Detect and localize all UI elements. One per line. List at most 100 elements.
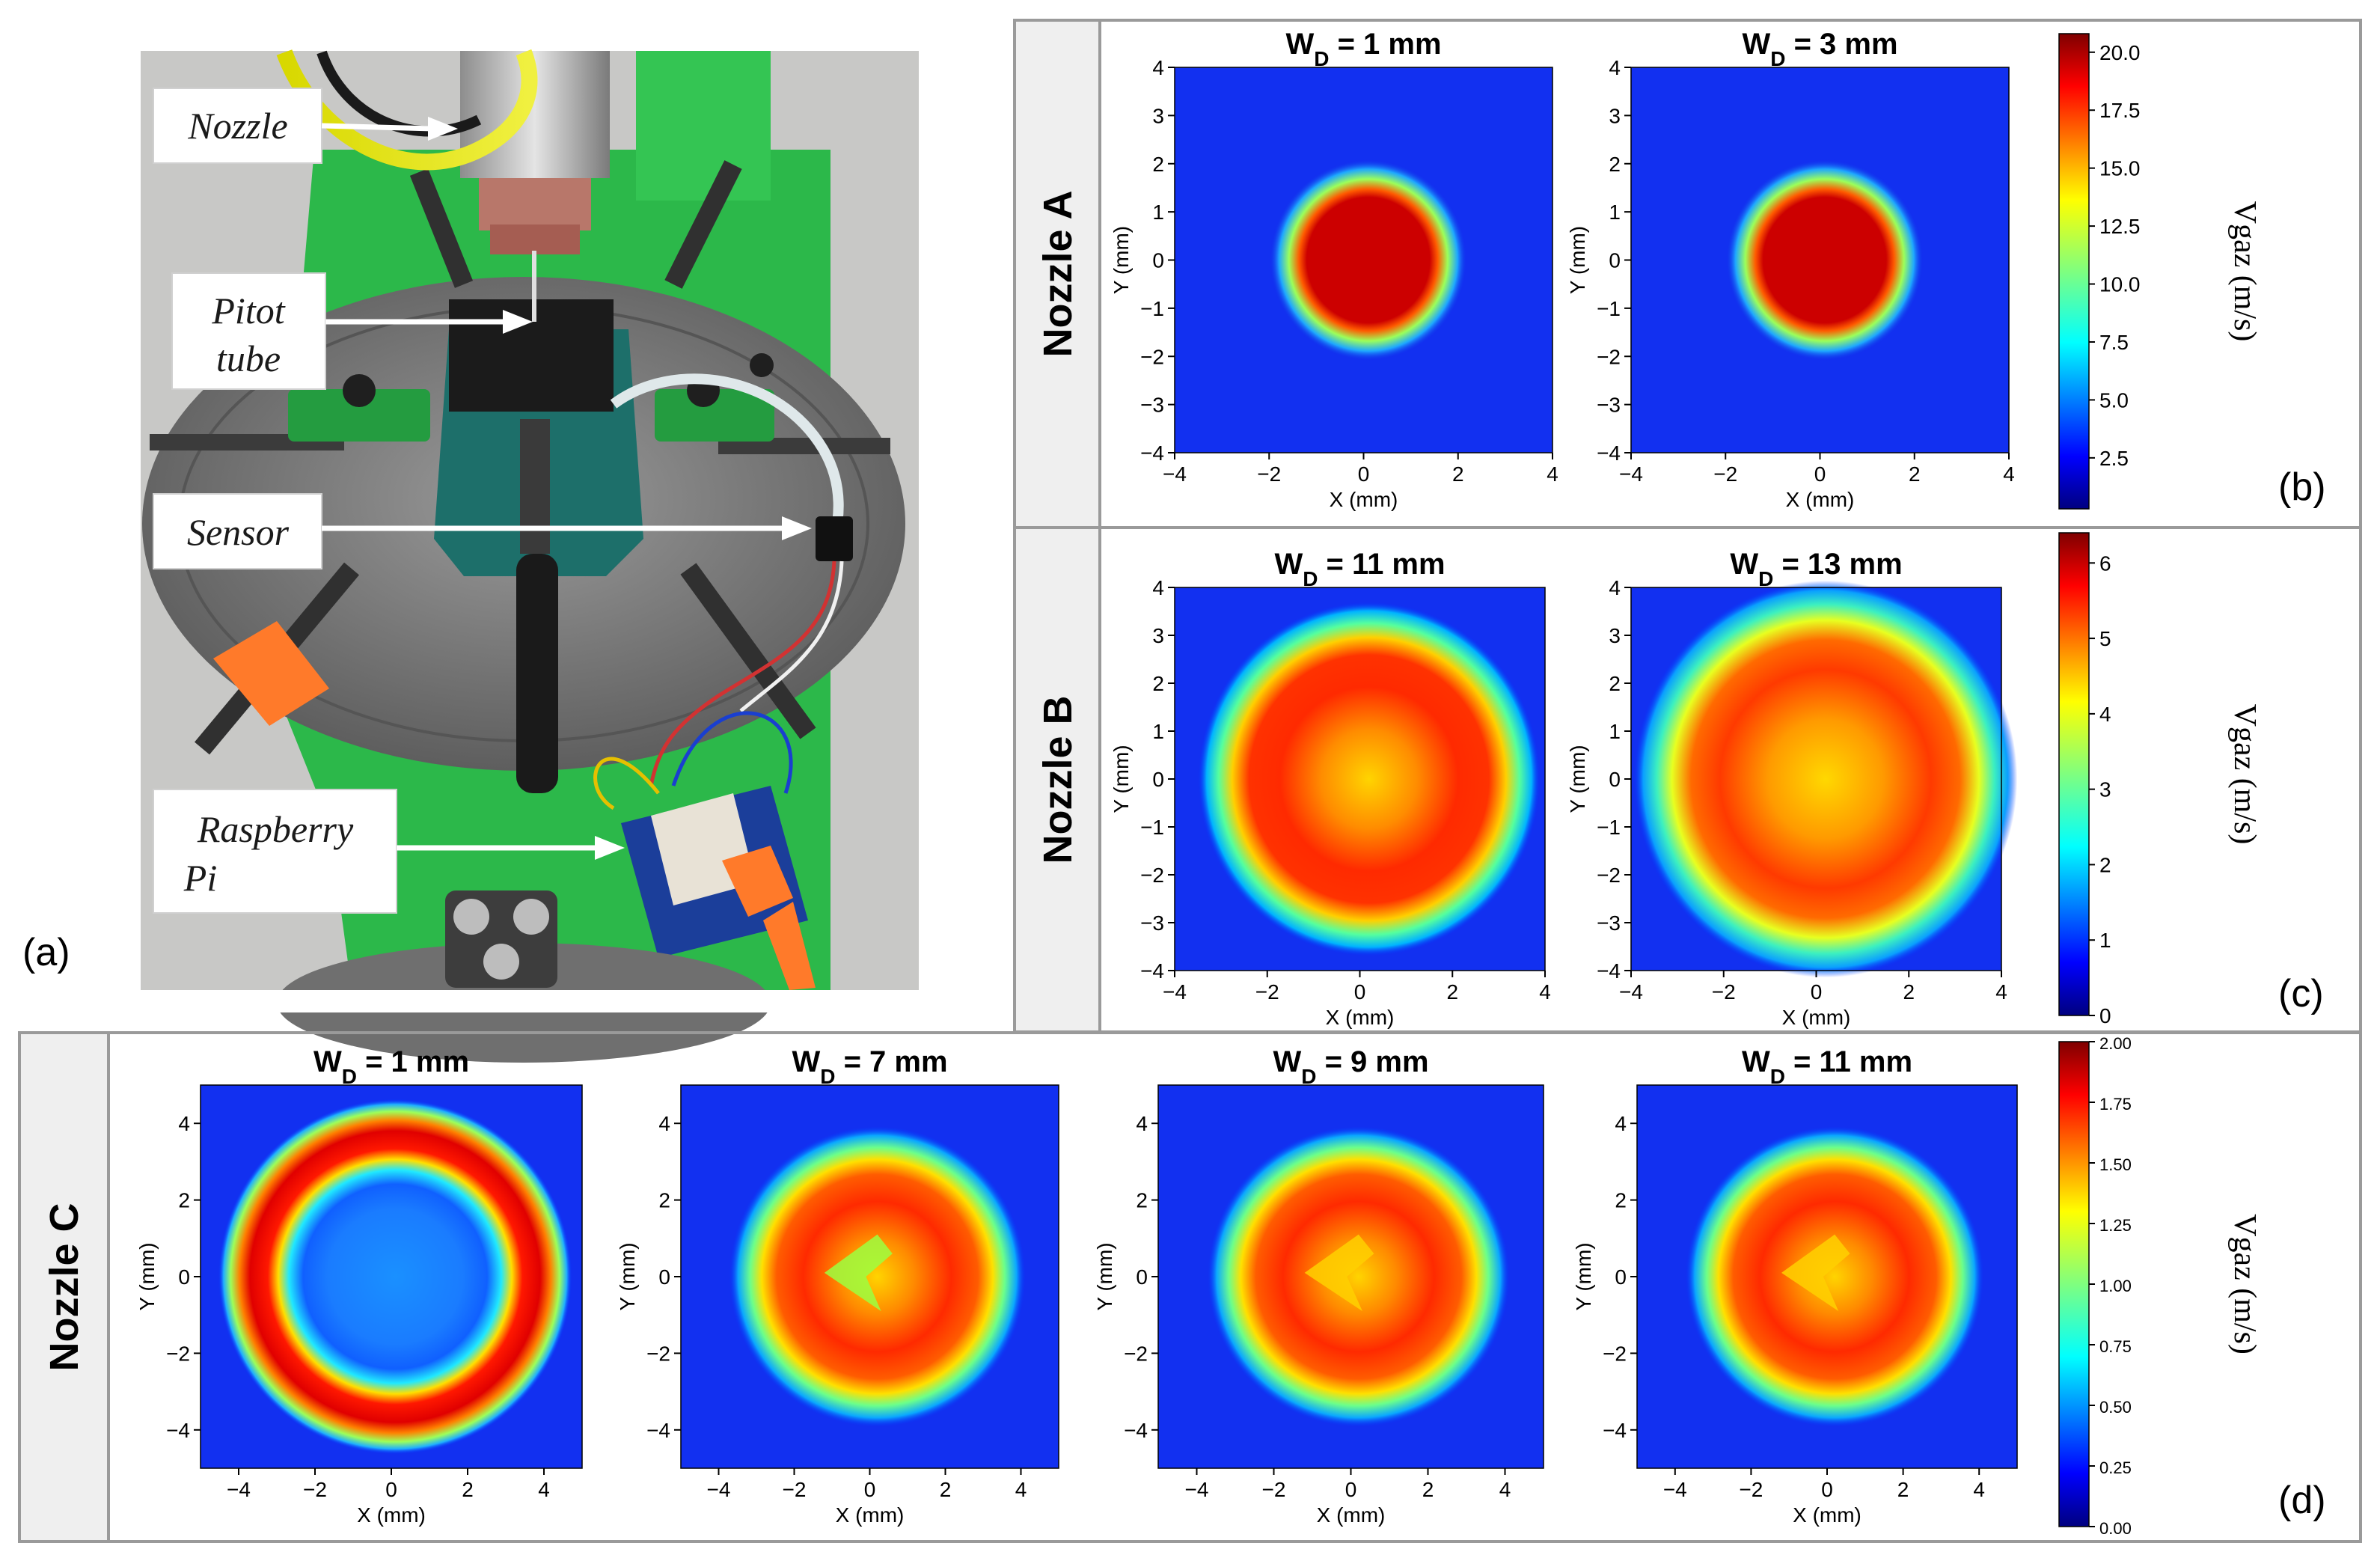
chuck-slot (718, 438, 890, 454)
colorbar-title: Vgaz (m/s) (2227, 704, 2262, 845)
y-tick-label: 2 (1609, 153, 1621, 176)
colorbar-tick-label: 4 (2099, 703, 2111, 726)
colorbar-tick-label: 2.5 (2099, 447, 2129, 470)
x-tick-label: 2 (1422, 1478, 1434, 1501)
colorbar-tick-label: 5.0 (2099, 388, 2129, 412)
x-axis-label: X (mm) (1330, 488, 1398, 511)
y-tick-label: 1 (1609, 720, 1621, 743)
clamp-right (655, 389, 774, 442)
nozzle-cap (490, 224, 580, 254)
clamp-left (288, 389, 430, 442)
y-tick-label: 2 (1152, 672, 1164, 695)
x-tick-label: 0 (1814, 462, 1826, 486)
y-tick-label: −3 (1140, 911, 1164, 935)
y-tick-label: 1 (1152, 720, 1164, 743)
callout-label: Pi (183, 857, 217, 899)
row-label-nozzle-a: Nozzle A (1035, 190, 1080, 357)
x-tick-label: 0 (864, 1478, 876, 1501)
heatmap-blob (1725, 159, 1924, 361)
jumper-wire (671, 711, 793, 794)
heatmap-group: WD = 1 mm −4 −2 0 2 4 4 3 2 1 0 −1 −2 −3 −4 X (mm) Y (mm… (1110, 28, 2262, 511)
heatmap-blob (1198, 602, 1541, 956)
y-tick-label: −3 (1140, 394, 1164, 417)
chuck-slot (409, 168, 474, 288)
y-tick-label: 4 (658, 1112, 670, 1135)
x-tick-label: −4 (707, 1478, 731, 1501)
colorbar: 2.5 5.0 7.5 10.0 12.5 15.0 17.5 20.0 Vgaz (m/s) (2058, 33, 2262, 510)
x-tick-label: −2 (1257, 462, 1281, 486)
colorbar-gradient (2058, 532, 2090, 1016)
y-tick-label: −2 (1124, 1342, 1148, 1365)
subplot-title: WD = 9 mm (1273, 1045, 1428, 1088)
colorbar-tick-label: 0.75 (2099, 1337, 2132, 1356)
x-tick-label: 2 (462, 1478, 474, 1501)
x-tick-label: −4 (1619, 980, 1643, 1004)
heatmap-blob (729, 1126, 1026, 1427)
subplot-title: WD = 1 mm (313, 1045, 469, 1088)
y-tick-label: 2 (178, 1189, 190, 1212)
x-tick-label: 4 (2003, 462, 2015, 486)
y-tick-label: −3 (1597, 911, 1621, 935)
y-tick-label: 0 (178, 1265, 190, 1289)
y-tick-label: 4 (1152, 56, 1164, 79)
y-tick-label: 4 (1615, 1112, 1627, 1135)
photo-panel: Nozzle Pitot tube Sensor Raspberry Pi (0, 49, 928, 1063)
y-tick-label: −4 (1597, 959, 1621, 983)
row-label-nozzle-c: Nozzle C (42, 1203, 87, 1371)
y-tick-label: 0 (1152, 768, 1164, 791)
sensor-device (816, 516, 853, 561)
y-axis-label: Y (mm) (1093, 1242, 1116, 1310)
y-tick-label: −2 (1597, 864, 1621, 887)
frame-bottom (18, 1031, 2362, 1543)
x-tick-label: −2 (783, 1478, 807, 1501)
panel-label-b: (b) (2278, 465, 2326, 509)
x-tick-label: 0 (1811, 980, 1823, 1004)
colorbar-tick-label: 3 (2099, 778, 2111, 801)
colorbar-title: Vgaz (m/s) (2227, 201, 2262, 342)
x-tick-label: 2 (1446, 980, 1458, 1004)
colorbar-tick-label: 2 (2099, 853, 2111, 876)
y-tick-label: 0 (1609, 249, 1621, 272)
callout-sensor: Sensor (153, 493, 812, 569)
heatmap-subplot: WD = 1 mm −4 −2 0 2 4 4 2 0 −2 −4 X (mm) Y (mm) (135, 1045, 583, 1527)
y-tick-label: 4 (178, 1112, 190, 1135)
callout-label: Pitot (211, 290, 285, 332)
orange-tape (722, 846, 793, 917)
x-tick-label: 4 (1995, 980, 2007, 1004)
callout-label: Nozzle (187, 105, 287, 147)
panel-label-c: (c) (2278, 972, 2324, 1015)
colorbar-tick-label: 17.5 (2099, 99, 2141, 122)
colorbar: 0.00 0.25 0.50 0.75 1.00 1.25 1.50 1.75 2.00 Vgaz… (2058, 1034, 2262, 1538)
x-tick-label: 0 (1345, 1478, 1357, 1501)
y-tick-label: −2 (646, 1342, 670, 1365)
x-tick-label: 4 (1015, 1478, 1027, 1501)
callout-pitot-tube: Pitot tube (171, 272, 533, 390)
row-label-box (21, 1034, 107, 1540)
callout-label: Raspberry (197, 808, 354, 850)
panel-label-d: (d) (2278, 1479, 2326, 1522)
colorbar-tick-label: 7.5 (2099, 331, 2129, 354)
nozzle-tip (479, 178, 591, 230)
y-tick-label: 2 (658, 1189, 670, 1212)
y-tick-label: 4 (1609, 576, 1621, 599)
colorbar-tick-label: 12.5 (2099, 215, 2141, 238)
colorbar-tick-label: 0 (2099, 1004, 2111, 1027)
x-tick-label: 0 (385, 1478, 397, 1501)
y-tick-label: 0 (1152, 249, 1164, 272)
y-tick-label: −4 (1603, 1419, 1627, 1442)
y-tick-label: 3 (1609, 104, 1621, 127)
y-tick-label: 4 (1136, 1112, 1148, 1135)
subplot-title: WD = 3 mm (1742, 28, 1897, 70)
y-tick-label: 0 (658, 1265, 670, 1289)
x-tick-label: 4 (1539, 980, 1551, 1004)
y-tick-label: 1 (1609, 201, 1621, 224)
y-tick-label: −1 (1597, 297, 1621, 320)
x-tick-label: −4 (1619, 462, 1643, 486)
row-label-box (1016, 529, 1098, 1030)
y-tick-label: 2 (1152, 153, 1164, 176)
heatmap-subplot: WD = 1 mm −4 −2 0 2 4 4 3 2 1 0 −1 −2 −3 −4 X (mm) Y (mm… (1110, 28, 1558, 511)
clamp-bolt (343, 374, 376, 407)
x-axis-label: X (mm) (1782, 1006, 1851, 1029)
x-tick-label: 4 (1973, 1478, 1985, 1501)
